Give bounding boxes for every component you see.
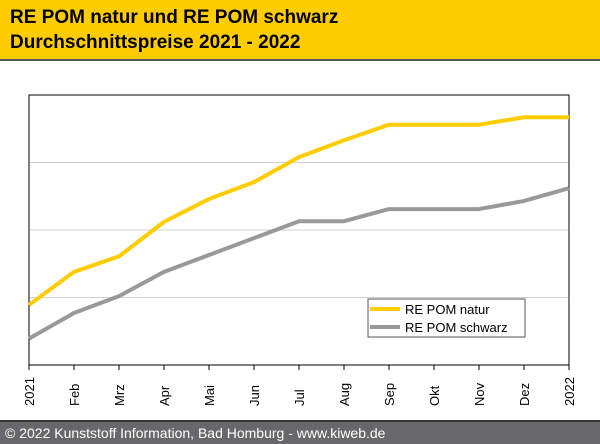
x-tick-label: Jul: [292, 389, 307, 406]
x-tick-label: Apr: [157, 385, 172, 406]
x-tick-label: Mrz: [112, 384, 127, 406]
chart-title-line1: RE POM natur und RE POM schwarz: [10, 7, 339, 28]
x-tick-label: Dez: [517, 383, 532, 406]
x-tick-label: Feb: [67, 384, 82, 406]
x-tick-label: Okt: [427, 385, 442, 406]
footer-copyright: © 2022 Kunststoff Information, Bad Hombu…: [0, 420, 600, 444]
legend-box: [367, 298, 526, 338]
x-tick-label: Jun: [247, 385, 262, 406]
x-tick-label: 2021: [22, 377, 37, 406]
chart-title-line2: Durchschnittspreise 2021 - 2022: [10, 32, 301, 53]
x-tick-label: 2022: [562, 377, 577, 406]
series-line-schwarz: [28, 186, 570, 341]
chart-header: RE POM natur und RE POM schwarz Durchsch…: [0, 0, 600, 61]
x-tick-label: Aug: [337, 383, 352, 406]
x-tick-label: Mai: [202, 385, 217, 406]
series-line-natur: [27, 115, 569, 307]
legend-label: RE POM natur: [405, 302, 490, 317]
legend-label: RE POM schwarz: [405, 320, 508, 335]
x-tick-label: Sep: [382, 383, 397, 406]
line-chart: 2021 Feb Mrz Apr Mai Jun Jul Aug Sep Okt Nov Dez 202…: [22, 94, 577, 406]
x-tick-label: Nov: [472, 382, 487, 406]
